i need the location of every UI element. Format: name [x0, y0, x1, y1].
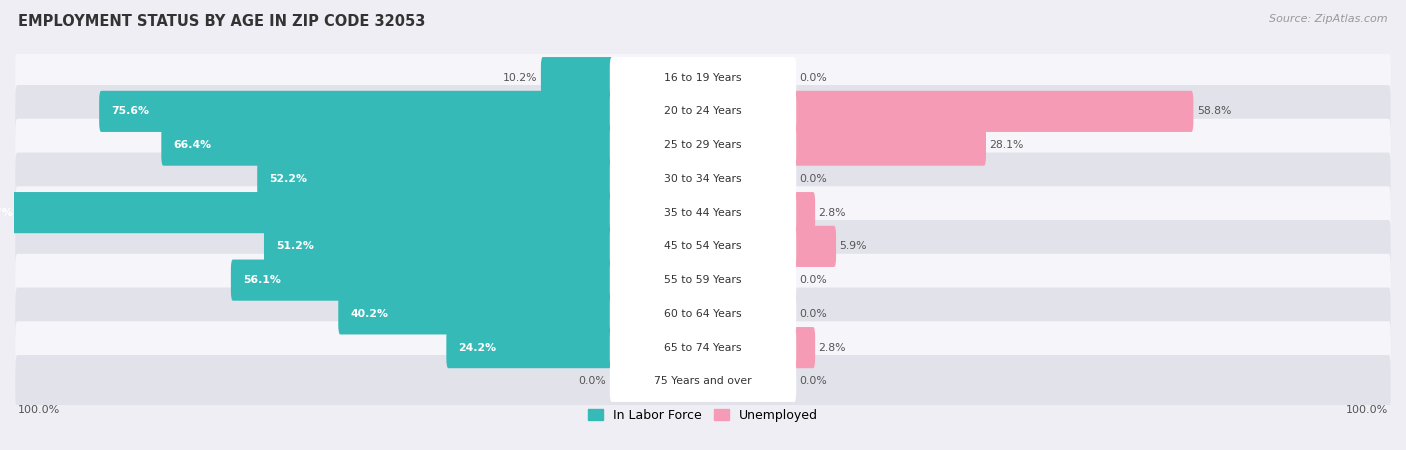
FancyBboxPatch shape [231, 260, 614, 301]
FancyBboxPatch shape [15, 119, 1391, 171]
FancyBboxPatch shape [257, 158, 614, 199]
Text: Source: ZipAtlas.com: Source: ZipAtlas.com [1270, 14, 1388, 23]
FancyBboxPatch shape [0, 192, 614, 233]
FancyBboxPatch shape [792, 192, 815, 233]
Text: 52.2%: 52.2% [270, 174, 308, 184]
Text: 0.0%: 0.0% [800, 309, 827, 319]
Text: 0.0%: 0.0% [579, 376, 606, 387]
FancyBboxPatch shape [541, 57, 614, 98]
Text: 45 to 54 Years: 45 to 54 Years [664, 241, 742, 252]
Text: 20 to 24 Years: 20 to 24 Years [664, 106, 742, 117]
FancyBboxPatch shape [15, 51, 1391, 104]
Text: 35 to 44 Years: 35 to 44 Years [664, 207, 742, 218]
Text: 24.2%: 24.2% [458, 342, 496, 353]
FancyBboxPatch shape [15, 186, 1391, 239]
Text: 60 to 64 Years: 60 to 64 Years [664, 309, 742, 319]
FancyBboxPatch shape [610, 192, 796, 233]
Text: 75 Years and over: 75 Years and over [654, 376, 752, 387]
Text: 95.7%: 95.7% [0, 207, 14, 218]
Text: 10.2%: 10.2% [503, 72, 537, 83]
Text: 40.2%: 40.2% [350, 309, 388, 319]
FancyBboxPatch shape [792, 125, 986, 166]
FancyBboxPatch shape [610, 260, 796, 301]
Text: 2.8%: 2.8% [818, 207, 846, 218]
FancyBboxPatch shape [162, 125, 614, 166]
Text: 25 to 29 Years: 25 to 29 Years [664, 140, 742, 150]
Text: 5.9%: 5.9% [839, 241, 868, 252]
Text: 100.0%: 100.0% [1347, 405, 1389, 415]
Text: 0.0%: 0.0% [800, 376, 827, 387]
FancyBboxPatch shape [15, 220, 1391, 273]
FancyBboxPatch shape [610, 91, 796, 132]
Text: 0.0%: 0.0% [800, 72, 827, 83]
Legend: In Labor Force, Unemployed: In Labor Force, Unemployed [583, 404, 823, 427]
FancyBboxPatch shape [264, 226, 614, 267]
Text: 66.4%: 66.4% [173, 140, 211, 150]
FancyBboxPatch shape [339, 293, 614, 334]
Text: 51.2%: 51.2% [276, 241, 314, 252]
Text: 100.0%: 100.0% [17, 405, 59, 415]
FancyBboxPatch shape [15, 355, 1391, 408]
Text: 0.0%: 0.0% [800, 275, 827, 285]
Text: 58.8%: 58.8% [1197, 106, 1232, 117]
FancyBboxPatch shape [15, 254, 1391, 306]
Text: 65 to 74 Years: 65 to 74 Years [664, 342, 742, 353]
FancyBboxPatch shape [15, 153, 1391, 205]
Text: 55 to 59 Years: 55 to 59 Years [664, 275, 742, 285]
FancyBboxPatch shape [610, 327, 796, 368]
FancyBboxPatch shape [15, 85, 1391, 138]
Text: 0.0%: 0.0% [800, 174, 827, 184]
Text: 2.8%: 2.8% [818, 342, 846, 353]
FancyBboxPatch shape [610, 57, 796, 98]
Text: EMPLOYMENT STATUS BY AGE IN ZIP CODE 32053: EMPLOYMENT STATUS BY AGE IN ZIP CODE 320… [18, 14, 426, 28]
FancyBboxPatch shape [610, 361, 796, 402]
FancyBboxPatch shape [100, 91, 614, 132]
FancyBboxPatch shape [792, 91, 1194, 132]
Text: 30 to 34 Years: 30 to 34 Years [664, 174, 742, 184]
Text: 56.1%: 56.1% [243, 275, 281, 285]
FancyBboxPatch shape [15, 288, 1391, 340]
FancyBboxPatch shape [610, 226, 796, 267]
FancyBboxPatch shape [610, 125, 796, 166]
FancyBboxPatch shape [610, 293, 796, 334]
FancyBboxPatch shape [15, 321, 1391, 374]
FancyBboxPatch shape [446, 327, 614, 368]
FancyBboxPatch shape [610, 158, 796, 199]
FancyBboxPatch shape [792, 327, 815, 368]
Text: 16 to 19 Years: 16 to 19 Years [664, 72, 742, 83]
Text: 28.1%: 28.1% [990, 140, 1024, 150]
Text: 75.6%: 75.6% [111, 106, 149, 117]
FancyBboxPatch shape [792, 226, 837, 267]
